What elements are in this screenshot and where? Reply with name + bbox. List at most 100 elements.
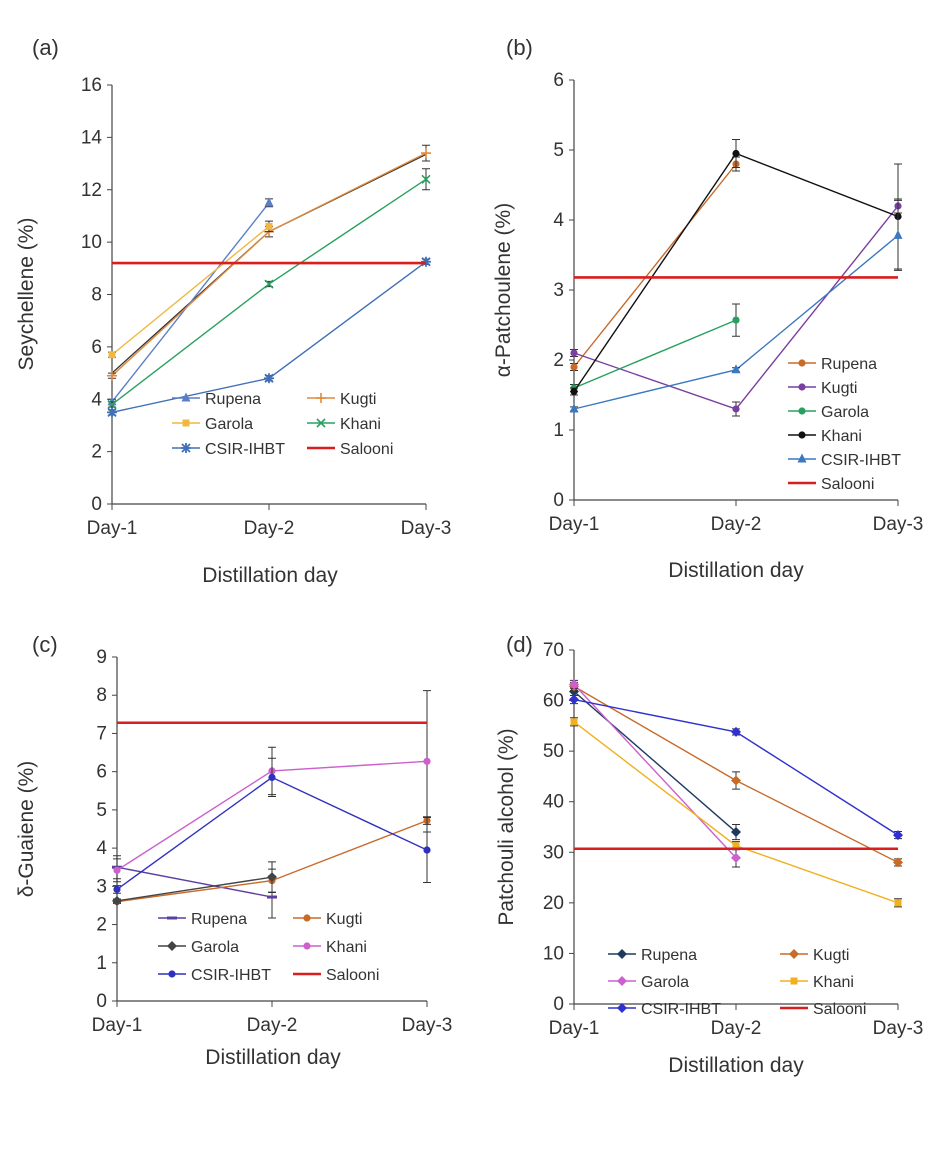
data-point (570, 718, 578, 726)
series-line (573, 163, 737, 368)
data-point (570, 363, 578, 371)
legend-marker (167, 916, 177, 920)
legend-item: Kugti (788, 380, 857, 397)
panel-label: (c) (32, 632, 58, 657)
data-point (731, 364, 741, 374)
legend-marker (797, 453, 807, 463)
legend-item: Kugti (780, 947, 849, 964)
data-point (108, 351, 116, 359)
legend-marker (316, 418, 326, 428)
legend-label: Garola (191, 939, 239, 956)
y-tick-label: 2 (96, 915, 107, 936)
data-point (569, 403, 579, 413)
data-point (894, 899, 902, 907)
data-point (421, 174, 431, 184)
legend-item: CSIR-IHBT (158, 967, 271, 984)
y-tick-label: 6 (96, 762, 107, 783)
legend-label: Khani (340, 416, 381, 433)
legend-label: Salooni (813, 1001, 866, 1018)
series-line (573, 690, 737, 833)
x-axis-title: Distillation day (205, 1046, 341, 1069)
series-khani (107, 168, 431, 410)
legend-item: Garola (608, 974, 689, 991)
x-tick-label: Day-3 (402, 1015, 453, 1036)
y-tick-label: 8 (96, 685, 107, 706)
x-axis-title: Distillation day (668, 1054, 804, 1077)
legend-item: Rupena (172, 391, 261, 408)
data-point (893, 229, 903, 239)
legend-label: Kugti (813, 947, 849, 964)
data-point (265, 222, 273, 230)
y-axis-title: Seychellene (%) (15, 218, 38, 371)
x-tick-label: Day-1 (549, 1018, 600, 1039)
y-tick-label: 3 (96, 876, 107, 897)
panel-label: (a) (32, 35, 59, 60)
x-tick-label: Day-1 (87, 518, 138, 539)
series-rupena (570, 156, 740, 371)
y-tick-label: 5 (553, 140, 564, 161)
y-tick-label: 3 (553, 280, 564, 301)
series-line (111, 225, 270, 356)
legend-label: CSIR-IHBT (641, 1001, 721, 1018)
y-tick-label: 0 (553, 490, 564, 511)
chart-panel-2: (b) 0 1 2 3 4 5 6 Day-1 Day-2 Day-3 Distillation da… (492, 35, 923, 582)
series-rupena (569, 686, 741, 841)
legend-label: Salooni (821, 476, 874, 493)
legend-item: Khani (307, 416, 381, 433)
legend-marker (798, 383, 806, 391)
legend-label: Rupena (641, 947, 697, 964)
data-point (731, 852, 741, 863)
legend-item: Salooni (780, 1001, 866, 1018)
legend-item: Garola (172, 416, 253, 433)
series-garola (569, 679, 741, 868)
data-point (113, 866, 121, 874)
data-point (731, 827, 741, 838)
legend-marker (790, 977, 798, 985)
x-tick-label: Day-3 (401, 518, 452, 539)
series-line (573, 683, 737, 859)
legend-marker (303, 942, 311, 950)
data-point (421, 256, 431, 267)
legend-marker (182, 419, 190, 427)
legend-label: Kugti (326, 911, 362, 928)
series-csir-ihbt (569, 199, 903, 413)
series-line (116, 866, 273, 898)
legend-label: Rupena (821, 356, 877, 373)
legend: Rupena Kugti Garola Khani CSIR-IHBT Salooni (158, 911, 379, 984)
data-point (731, 775, 741, 786)
legend-label: Kugti (340, 391, 376, 408)
legend-item: Kugti (307, 391, 376, 408)
chart-panel-4: (d) 0 10 20 30 40 50 60 70 Day-1 Day-2 Day-3 Distill… (495, 632, 923, 1077)
x-tick-label: Day-2 (711, 514, 762, 535)
legend-item: CSIR-IHBT (608, 1001, 721, 1018)
y-tick-label: 6 (91, 337, 102, 358)
data-point (264, 373, 274, 384)
chart-panel-3: (c) 0 1 2 3 4 5 6 7 8 9 Day-1 Day-2 Day-3 Distillation… (15, 632, 452, 1069)
y-tick-label: 12 (81, 180, 102, 201)
data-point (107, 370, 117, 381)
y-tick-label: 2 (91, 442, 102, 463)
series-line (573, 698, 899, 836)
data-point (264, 197, 274, 207)
legend-marker (181, 392, 191, 402)
data-point (113, 885, 121, 893)
legend-item: Rupena (788, 356, 877, 373)
y-tick-label: 10 (81, 232, 102, 253)
legend-item: CSIR-IHBT (172, 441, 285, 458)
series-csir-ihbt (569, 694, 903, 841)
data-point (268, 773, 276, 782)
data-point (732, 842, 740, 850)
legend-label: CSIR-IHBT (191, 967, 271, 984)
y-tick-label: 4 (91, 389, 102, 410)
y-tick-label: 60 (543, 691, 564, 712)
data-point (423, 846, 431, 854)
data-point (893, 830, 903, 841)
y-tick-label: 20 (543, 893, 564, 914)
x-tick-label: Day-3 (873, 1018, 924, 1039)
y-tick-label: 8 (91, 285, 102, 306)
x-tick-label: Day-1 (92, 1015, 143, 1036)
legend-item: Rupena (608, 947, 697, 964)
x-tick-label: Day-2 (247, 1015, 298, 1036)
legend-marker (316, 393, 326, 403)
